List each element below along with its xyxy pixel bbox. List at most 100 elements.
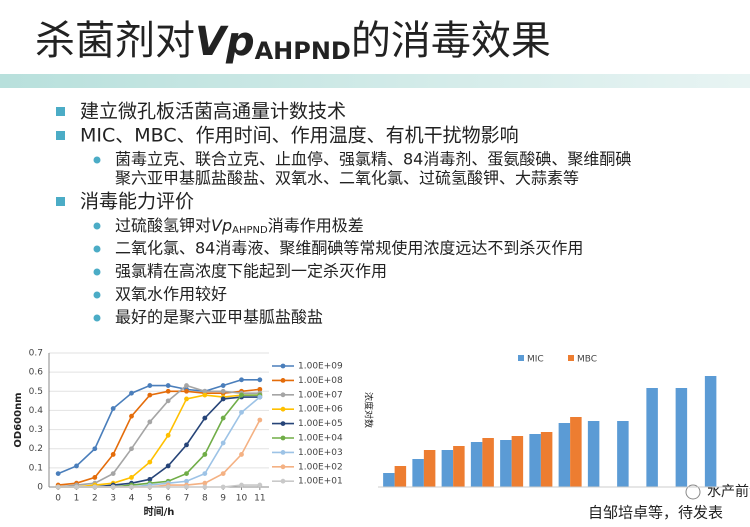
legend-label: 1.00E+02 xyxy=(298,462,343,472)
data-point xyxy=(184,471,189,476)
sub-bullet-text: 最好的是聚六亚甲基胍盐酸盐 xyxy=(115,308,323,327)
legend-swatch xyxy=(568,355,574,361)
y-tick-label: 0 xyxy=(37,483,43,493)
text-part: AHPND xyxy=(232,225,268,236)
data-point xyxy=(220,383,226,388)
bar xyxy=(383,473,395,487)
data-point xyxy=(184,383,189,388)
y-tick-label: 0.2 xyxy=(29,444,43,454)
legend-marker xyxy=(280,421,286,426)
data-point xyxy=(202,480,208,486)
data-point xyxy=(220,388,226,394)
data-point xyxy=(165,463,171,469)
bullet-text: 消毒能力评价 xyxy=(80,191,194,213)
data-point xyxy=(165,398,171,404)
data-point xyxy=(74,463,79,469)
data-point xyxy=(202,452,208,457)
bar xyxy=(441,450,454,487)
legend-marker xyxy=(280,478,286,484)
sub-bullet-text: 强氯精在高浓度下能起到一定杀灭作用 xyxy=(115,262,387,281)
sub-bullet-marker xyxy=(93,314,101,322)
slide-title: 杀菌剂对VpAHPND的消毒效果 xyxy=(35,18,551,65)
sub-bullet-text: 菌毒立克、联合立克、止血停、强氯精、84消毒剂、蛋氨酸碘、聚维酮碘 xyxy=(115,150,631,169)
data-point xyxy=(202,484,208,490)
sub-bullet-marker xyxy=(93,268,101,276)
data-point xyxy=(55,471,61,476)
text-part: 过硫酸氢钾对 xyxy=(115,216,211,235)
bar xyxy=(412,459,424,487)
legend-swatch xyxy=(518,355,524,361)
data-point xyxy=(165,383,171,388)
data-point xyxy=(129,390,134,396)
data-point xyxy=(110,471,116,476)
data-point xyxy=(220,484,226,490)
data-point xyxy=(257,386,263,392)
footer: 自邹培卓等，待发表 xyxy=(588,504,723,522)
data-point xyxy=(257,394,263,400)
title-part: 的消毒效果 xyxy=(351,18,551,64)
data-point xyxy=(220,396,226,402)
bar xyxy=(470,442,483,487)
data-point xyxy=(165,432,171,438)
legend-label: 1.00E+05 xyxy=(298,419,343,429)
data-point xyxy=(165,388,171,394)
data-point xyxy=(110,406,116,411)
legend-label: MIC xyxy=(527,355,544,365)
legend-marker xyxy=(280,406,286,412)
x-tick-label: 1 xyxy=(74,494,80,504)
x-tick-label: 4 xyxy=(129,494,135,504)
x-tick-label: 5 xyxy=(147,494,153,504)
data-point xyxy=(110,452,116,457)
data-point xyxy=(110,484,116,490)
legend-marker xyxy=(280,378,286,383)
bar xyxy=(529,434,541,487)
y-axis-label: 浓度对数 xyxy=(363,392,375,428)
data-point xyxy=(147,392,153,398)
data-point xyxy=(74,484,79,490)
data-point xyxy=(184,484,189,490)
legend-label: 1.00E+08 xyxy=(298,376,343,386)
legend-label: 1.00E+06 xyxy=(298,405,343,415)
x-tick-label: 10 xyxy=(236,494,248,504)
data-point xyxy=(92,446,98,452)
legend-label: 1.00E+07 xyxy=(298,390,343,400)
bar xyxy=(617,421,629,487)
series-line xyxy=(58,388,260,486)
bullet-text: MIC、MBC、作用时间、作用温度、有机干扰物影响 xyxy=(80,125,519,147)
sub-bullet-text: 聚六亚甲基胍盐酸盐、双氧水、二氧化氯、过硫氢酸钾、大蒜素等 xyxy=(115,169,579,188)
y-tick-label: 0.1 xyxy=(29,463,43,473)
bar xyxy=(500,440,512,487)
series-line xyxy=(58,484,260,488)
y-tick-label: 0.5 xyxy=(29,387,43,397)
data-point xyxy=(184,396,189,402)
data-point xyxy=(55,484,61,490)
data-point xyxy=(147,476,153,482)
data-point xyxy=(239,377,244,383)
sub-bullet-text: 双氧水作用较好 xyxy=(115,285,227,304)
data-point xyxy=(220,440,226,446)
title-part: AHPND xyxy=(255,37,351,65)
x-tick-label: 7 xyxy=(184,494,190,504)
data-point xyxy=(92,475,98,480)
sub-bullet-marker xyxy=(93,156,101,164)
text-part: 消毒作用极差 xyxy=(268,216,364,235)
bullet-marker xyxy=(56,131,65,140)
title-part: 杀菌剂对 xyxy=(35,18,195,64)
x-axis-label: 时间/h xyxy=(144,505,175,518)
data-point xyxy=(184,388,189,394)
data-point xyxy=(129,413,134,419)
data-point xyxy=(147,419,153,425)
bar xyxy=(540,432,553,487)
sub-bullet-text: 过硫酸氢钾对VpAHPND消毒作用极差 xyxy=(115,216,364,237)
data-point xyxy=(184,478,189,484)
bar xyxy=(511,436,524,487)
sub-bullet-text: 二氧化氯、84消毒液、聚维酮碘等常规使用浓度远达不到杀灭作用 xyxy=(115,239,583,258)
x-tick-label: 0 xyxy=(55,494,61,504)
x-tick-label: 8 xyxy=(202,494,208,504)
data-point xyxy=(239,452,244,457)
series-line xyxy=(58,394,260,488)
data-point xyxy=(129,446,134,452)
y-tick-label: 0.7 xyxy=(29,349,43,359)
bar xyxy=(675,388,688,487)
data-point xyxy=(165,484,171,490)
